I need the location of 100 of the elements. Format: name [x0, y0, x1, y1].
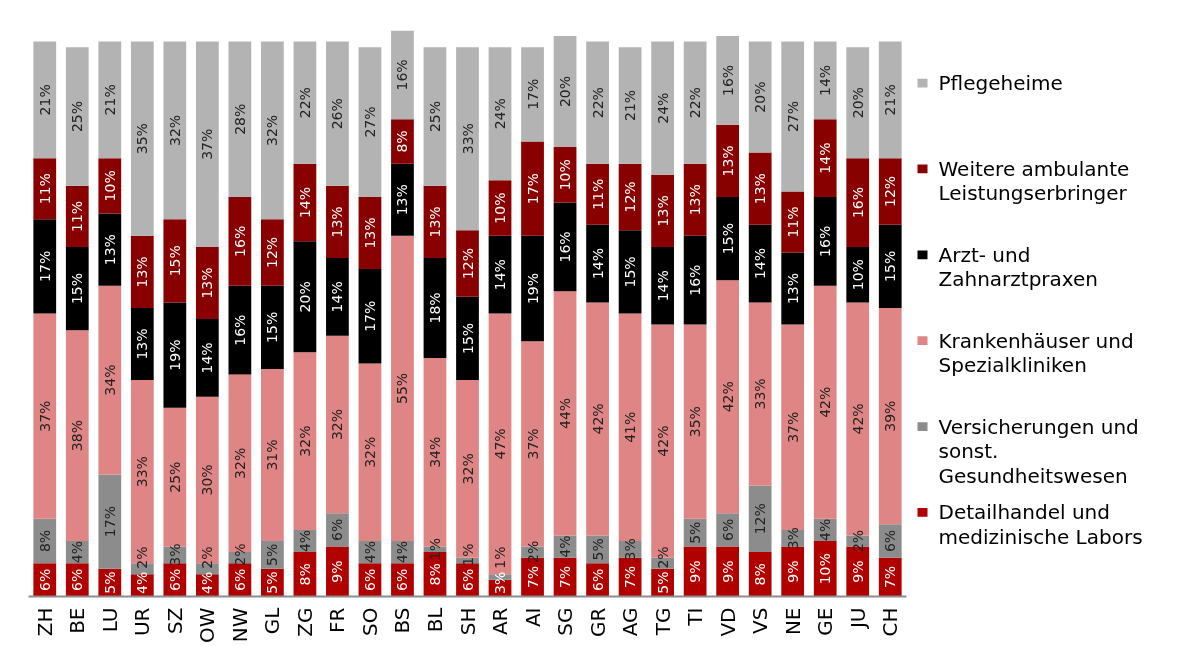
data-label: 4% [296, 529, 313, 553]
data-label: 17% [524, 78, 541, 110]
data-label: 13% [719, 145, 736, 177]
data-label: 4% [361, 540, 378, 564]
data-label: 18% [426, 292, 443, 324]
data-label: 37% [524, 428, 541, 460]
data-label: 1% [426, 538, 443, 561]
x-tick-label: JU [845, 607, 870, 631]
data-label: 32% [459, 453, 476, 485]
data-label: 42% [654, 425, 671, 457]
data-label: 13% [687, 184, 704, 216]
bar [553, 291, 577, 536]
bar [130, 41, 154, 236]
bar [813, 119, 837, 197]
bar [228, 285, 252, 375]
x-tick-label: NW [227, 607, 252, 643]
legend-label: Pflegeheime [938, 71, 1063, 96]
bar [391, 30, 414, 120]
bar [33, 313, 57, 519]
bar [781, 252, 805, 325]
x-tick-label: OW [195, 607, 220, 644]
bar [846, 158, 870, 247]
data-label: 42% [589, 403, 606, 435]
data-label: 26% [329, 98, 346, 130]
x-tick-label: SG [553, 607, 578, 636]
data-label: 24% [492, 98, 509, 130]
data-label: 6% [361, 568, 378, 591]
data-label: 11% [36, 173, 53, 205]
bar [716, 196, 740, 281]
data-label: 21% [101, 84, 118, 116]
data-label: 11% [784, 206, 801, 238]
bar [391, 163, 414, 236]
bar [521, 235, 544, 342]
bar [293, 352, 317, 530]
bar [586, 302, 609, 536]
data-label: 4% [134, 571, 151, 594]
data-label: 37% [36, 400, 53, 432]
data-label: 9% [329, 560, 346, 583]
data-label: 2% [231, 543, 248, 566]
x-tick-label: ZG [292, 607, 317, 637]
bar [716, 280, 740, 514]
bar [195, 41, 219, 247]
data-label: 13% [752, 173, 769, 205]
data-label: 10% [557, 159, 574, 191]
bar [98, 41, 122, 159]
data-label: 32% [231, 447, 248, 479]
bar [33, 158, 57, 220]
data-label: 14% [817, 142, 834, 174]
bar [163, 219, 187, 303]
data-label: 34% [101, 364, 118, 396]
data-label: 13% [784, 272, 801, 305]
data-label: 14% [199, 342, 216, 374]
x-tick-label: SH [455, 607, 480, 636]
legend-label: Detailhandel und medizinische Labors [938, 500, 1143, 549]
bar [391, 235, 414, 542]
data-label: 4% [557, 535, 574, 558]
bar [618, 47, 642, 164]
data-label: 6% [69, 568, 86, 591]
bar [65, 185, 89, 247]
data-label: 9% [784, 560, 801, 583]
bar [683, 41, 707, 164]
data-label: 16% [557, 231, 574, 263]
data-label: 2% [199, 546, 216, 569]
data-label: 21% [622, 89, 639, 121]
data-label: 30% [199, 464, 216, 496]
bar [781, 324, 805, 530]
bar [488, 47, 512, 181]
bar [716, 36, 740, 125]
data-label: 19% [524, 272, 541, 305]
data-label: 27% [361, 106, 378, 138]
bar [846, 47, 870, 159]
bar [878, 41, 902, 159]
data-label: 13% [394, 184, 411, 216]
x-tick-label: GE [813, 607, 838, 636]
data-label: 6% [231, 568, 248, 591]
data-label: 42% [719, 381, 736, 413]
bar [748, 485, 772, 553]
x-tick-label: GR [585, 607, 610, 637]
x-tick-label: TI [683, 607, 708, 627]
data-label: 13% [134, 328, 151, 360]
data-label: 13% [654, 195, 671, 227]
bar [261, 41, 284, 220]
data-label: 25% [426, 100, 443, 133]
data-label: 20% [849, 87, 866, 119]
bar [586, 163, 609, 225]
bar [683, 324, 707, 519]
data-label: 7% [557, 565, 574, 589]
data-label: 25% [166, 461, 183, 493]
x-tick-label: GL [260, 606, 285, 635]
data-label: 4% [199, 571, 216, 594]
data-label: 1% [459, 543, 476, 566]
data-label: 16% [849, 186, 866, 219]
bar [781, 191, 805, 253]
x-tick-label: UR [130, 607, 155, 637]
data-label: 16% [394, 59, 411, 91]
bar [716, 124, 740, 197]
x-tick-label: CH [878, 607, 903, 637]
data-label: 14% [752, 247, 769, 280]
bar [261, 219, 284, 286]
data-label: 17% [36, 250, 53, 282]
